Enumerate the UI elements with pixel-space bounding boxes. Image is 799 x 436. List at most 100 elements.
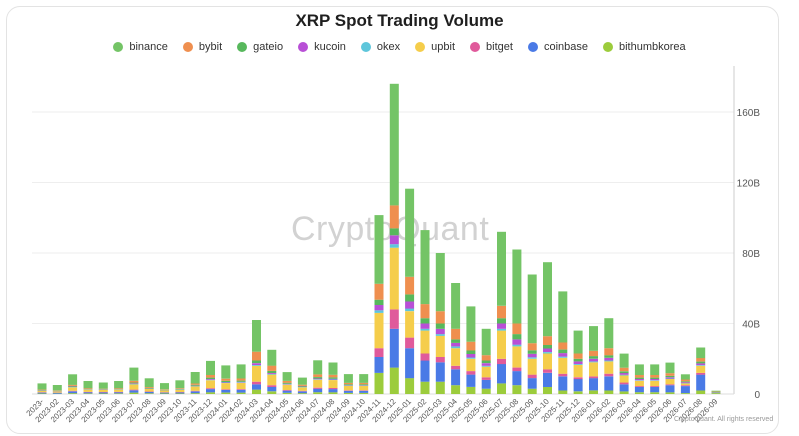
bar-segment-bybit[interactable] bbox=[221, 378, 231, 381]
bar-segment-okex[interactable] bbox=[619, 374, 629, 376]
bar-segment-okex[interactable] bbox=[252, 364, 261, 366]
bar-segment-bithumbkorea[interactable] bbox=[389, 367, 399, 394]
bar-segment-coinbase[interactable] bbox=[481, 379, 491, 389]
bar-segment-binance[interactable] bbox=[160, 383, 169, 390]
bar-segment-binance[interactable] bbox=[405, 188, 415, 277]
bar-segment-coinbase[interactable] bbox=[297, 391, 307, 394]
bar-segment-kucoin[interactable] bbox=[420, 323, 430, 329]
bar-segment-upbit[interactable] bbox=[328, 380, 338, 388]
bar-segment-bithumbkorea[interactable] bbox=[37, 393, 47, 395]
bar-segment-bithumbkorea[interactable] bbox=[129, 392, 139, 394]
bar-segment-bithumbkorea[interactable] bbox=[420, 381, 430, 394]
bar-segment-gateio[interactable] bbox=[190, 384, 200, 386]
bar-segment-bitget[interactable] bbox=[343, 390, 353, 391]
bar-segment-bybit[interactable] bbox=[129, 380, 139, 383]
bar-segment-bybit[interactable] bbox=[405, 276, 415, 295]
bar-segment-bybit[interactable] bbox=[328, 374, 338, 378]
bar-segment-bybit[interactable] bbox=[83, 388, 93, 389]
bar-segment-binance[interactable] bbox=[328, 362, 338, 375]
bar-segment-gateio[interactable] bbox=[665, 375, 675, 378]
bar-segment-bybit[interactable] bbox=[267, 365, 277, 371]
legend-item-kucoin[interactable]: kucoin bbox=[298, 41, 346, 53]
bar-segment-gateio[interactable] bbox=[206, 377, 215, 379]
bar-segment-coinbase[interactable] bbox=[512, 371, 522, 386]
bar-segment-bybit[interactable] bbox=[527, 343, 537, 351]
bar-segment-upbit[interactable] bbox=[589, 362, 598, 377]
bar-segment-kucoin[interactable] bbox=[558, 353, 568, 357]
bar-segment-upbit[interactable] bbox=[497, 330, 506, 359]
bar-segment-okex[interactable] bbox=[389, 244, 399, 248]
bar-segment-bitget[interactable] bbox=[389, 309, 399, 329]
bar-segment-bybit[interactable] bbox=[435, 311, 445, 324]
bar-segment-okex[interactable] bbox=[634, 380, 644, 381]
legend-item-bithumbkorea[interactable]: bithumbkorea bbox=[603, 41, 686, 53]
bar-segment-coinbase[interactable] bbox=[527, 378, 537, 389]
bar-segment-bithumbkorea[interactable] bbox=[619, 391, 629, 394]
bar-segment-bitget[interactable] bbox=[497, 358, 506, 365]
bar-segment-bitget[interactable] bbox=[558, 373, 568, 377]
bar-segment-upbit[interactable] bbox=[420, 330, 430, 354]
bar-segment-gateio[interactable] bbox=[696, 361, 706, 364]
bar-segment-binance[interactable] bbox=[114, 381, 124, 389]
bar-segment-binance[interactable] bbox=[389, 83, 399, 206]
bar-segment-binance[interactable] bbox=[144, 378, 154, 388]
bar-segment-gateio[interactable] bbox=[527, 350, 537, 354]
bar-segment-okex[interactable] bbox=[221, 382, 231, 384]
bar-segment-bybit[interactable] bbox=[37, 389, 47, 391]
bar-segment-bithumbkorea[interactable] bbox=[374, 372, 384, 394]
bar-segment-bitget[interactable] bbox=[190, 390, 200, 392]
bar-segment-coinbase[interactable] bbox=[435, 362, 445, 382]
bar-segment-coinbase[interactable] bbox=[252, 384, 261, 390]
bar-segment-bitget[interactable] bbox=[297, 390, 307, 392]
bar-segment-gateio[interactable] bbox=[374, 299, 384, 305]
bar-segment-upbit[interactable] bbox=[573, 364, 583, 378]
bar-segment-bybit[interactable] bbox=[573, 353, 583, 359]
bar-segment-gateio[interactable] bbox=[589, 356, 598, 359]
bar-segment-bitget[interactable] bbox=[313, 387, 323, 389]
bar-segment-binance[interactable] bbox=[650, 364, 660, 375]
bar-segment-binance[interactable] bbox=[206, 360, 215, 375]
bar-segment-coinbase[interactable] bbox=[359, 390, 369, 393]
bar-segment-bithumbkorea[interactable] bbox=[114, 393, 124, 395]
legend-item-binance[interactable]: binance bbox=[113, 41, 168, 53]
bar-segment-binance[interactable] bbox=[98, 382, 108, 389]
bar-segment-upbit[interactable] bbox=[466, 358, 476, 372]
bar-segment-upbit[interactable] bbox=[190, 386, 200, 391]
bar-segment-kucoin[interactable] bbox=[650, 379, 660, 381]
bar-segment-gateio[interactable] bbox=[83, 388, 93, 390]
bar-segment-upbit[interactable] bbox=[267, 374, 277, 386]
bar-segment-coinbase[interactable] bbox=[634, 386, 644, 393]
bar-segment-bitget[interactable] bbox=[589, 376, 598, 379]
bar-segment-kucoin[interactable] bbox=[389, 235, 399, 245]
bar-segment-gateio[interactable] bbox=[604, 355, 614, 358]
bar-segment-binance[interactable] bbox=[175, 380, 185, 389]
bar-segment-gateio[interactable] bbox=[328, 377, 338, 379]
bar-segment-bitget[interactable] bbox=[282, 389, 292, 391]
bar-segment-okex[interactable] bbox=[374, 310, 384, 313]
bar-segment-coinbase[interactable] bbox=[389, 328, 399, 368]
bar-segment-bithumbkorea[interactable] bbox=[481, 388, 491, 394]
bar-segment-binance[interactable] bbox=[297, 377, 307, 385]
bar-segment-bitget[interactable] bbox=[573, 377, 583, 380]
bar-segment-bybit[interactable] bbox=[252, 351, 261, 361]
bar-segment-okex[interactable] bbox=[405, 308, 415, 312]
bar-segment-okex[interactable] bbox=[328, 379, 338, 381]
bar-segment-okex[interactable] bbox=[420, 328, 430, 331]
bar-segment-bithumbkorea[interactable] bbox=[221, 392, 231, 394]
bar-segment-bybit[interactable] bbox=[558, 342, 568, 350]
bar-segment-bitget[interactable] bbox=[604, 373, 614, 377]
bar-segment-bithumbkorea[interactable] bbox=[359, 392, 369, 394]
bar-segment-bithumbkorea[interactable] bbox=[267, 391, 277, 394]
bar-segment-gateio[interactable] bbox=[68, 385, 78, 387]
bar-segment-bitget[interactable] bbox=[267, 385, 277, 387]
bar-segment-bybit[interactable] bbox=[236, 378, 246, 381]
bar-segment-upbit[interactable] bbox=[604, 361, 614, 374]
bar-segment-upbit[interactable] bbox=[252, 365, 261, 382]
bar-segment-coinbase[interactable] bbox=[374, 357, 384, 373]
bar-segment-binance[interactable] bbox=[604, 318, 614, 349]
bar-segment-kucoin[interactable] bbox=[466, 354, 476, 358]
bar-segment-bithumbkorea[interactable] bbox=[175, 393, 185, 395]
bar-segment-binance[interactable] bbox=[451, 283, 461, 329]
bar-segment-binance[interactable] bbox=[481, 328, 491, 356]
bar-segment-gateio[interactable] bbox=[512, 334, 522, 340]
